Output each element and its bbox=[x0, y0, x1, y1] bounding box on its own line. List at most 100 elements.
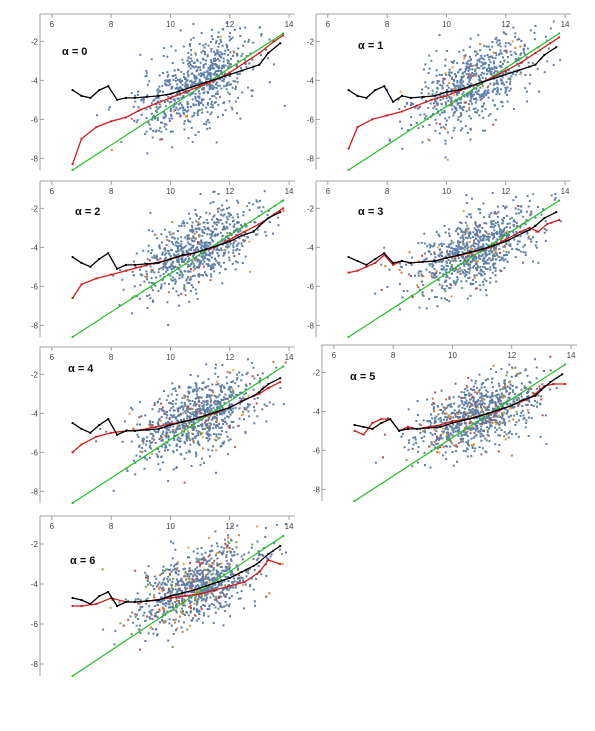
scatter-point bbox=[442, 410, 445, 413]
scatter-point bbox=[494, 401, 497, 403]
scatter-point bbox=[149, 127, 152, 130]
scatter-point bbox=[469, 99, 472, 102]
scatter-point bbox=[451, 426, 454, 429]
scatter-point bbox=[239, 67, 242, 69]
scatter-point bbox=[479, 422, 482, 425]
scatter-point bbox=[471, 425, 474, 428]
scatter-point bbox=[495, 396, 498, 399]
scatter-point bbox=[441, 403, 444, 406]
scatter-point bbox=[479, 400, 482, 403]
scatter-point bbox=[501, 407, 503, 409]
scatter-point bbox=[156, 116, 159, 119]
scatter-point bbox=[474, 68, 477, 71]
scatter-point bbox=[450, 100, 453, 103]
scatter-point bbox=[524, 223, 527, 226]
scatter-point bbox=[177, 294, 180, 297]
scatter-point bbox=[503, 435, 506, 438]
scatter-point bbox=[220, 385, 223, 388]
scatter-point bbox=[476, 400, 479, 403]
scatter-point bbox=[469, 213, 472, 216]
scatter-point bbox=[498, 39, 501, 42]
scatter-point bbox=[170, 100, 173, 103]
scatter-point bbox=[509, 83, 512, 86]
scatter-point bbox=[495, 79, 498, 82]
scatter-point bbox=[172, 106, 175, 109]
scatter-point bbox=[192, 414, 195, 417]
scatter-point bbox=[247, 38, 250, 41]
scatter-point bbox=[484, 267, 487, 270]
scatter-point bbox=[490, 73, 493, 75]
scatter-point bbox=[522, 417, 525, 420]
scatter-point bbox=[208, 259, 211, 262]
scatter-point bbox=[487, 434, 490, 437]
scatter-point bbox=[242, 44, 245, 47]
scatter-point bbox=[163, 122, 166, 125]
scatter-point bbox=[156, 421, 159, 424]
scatter-point bbox=[466, 389, 469, 392]
scatter-point bbox=[174, 280, 177, 283]
scatter-point bbox=[514, 396, 517, 399]
scatter-point bbox=[245, 373, 248, 376]
scatter-point bbox=[430, 421, 433, 424]
scatter-point bbox=[226, 45, 229, 47]
scatter-point bbox=[252, 388, 255, 391]
scatter-point bbox=[212, 73, 215, 76]
scatter-point bbox=[465, 65, 468, 68]
scatter-point bbox=[521, 405, 524, 407]
scatter-point bbox=[464, 396, 467, 399]
scatter-point bbox=[193, 232, 196, 235]
scatter-point bbox=[451, 451, 454, 454]
scatter-point bbox=[201, 253, 204, 256]
black-line-point bbox=[80, 427, 83, 430]
scatter-point bbox=[215, 449, 218, 452]
scatter-point bbox=[462, 62, 465, 65]
scatter-point bbox=[532, 260, 535, 263]
black-line-point bbox=[157, 427, 160, 430]
scatter-point bbox=[445, 298, 448, 301]
scatter-point bbox=[133, 119, 136, 122]
scatter-point bbox=[196, 58, 199, 61]
scatter-point bbox=[131, 296, 134, 299]
scatter-point bbox=[481, 85, 484, 88]
black-line-point bbox=[383, 85, 386, 88]
scatter-point bbox=[458, 404, 461, 407]
scatter-point bbox=[187, 276, 190, 279]
scatter-point bbox=[176, 407, 179, 410]
scatter-point bbox=[465, 399, 468, 402]
scatter-point bbox=[435, 108, 438, 111]
scatter-point bbox=[165, 270, 168, 273]
scatter-point bbox=[131, 312, 134, 315]
red-line-point bbox=[258, 222, 261, 225]
scatter-point bbox=[465, 385, 468, 388]
scatter-point bbox=[170, 86, 173, 89]
scatter-point bbox=[143, 280, 146, 283]
scatter-point bbox=[517, 212, 520, 215]
scatter-point bbox=[504, 258, 507, 261]
scatter-point bbox=[153, 271, 156, 274]
scatter-point bbox=[478, 114, 481, 117]
scatter-point bbox=[165, 433, 168, 435]
scatter-point bbox=[486, 429, 489, 432]
scatter-point bbox=[423, 68, 425, 71]
scatter-point bbox=[485, 439, 488, 442]
scatter-point bbox=[500, 368, 503, 371]
scatter-point bbox=[462, 109, 465, 112]
scatter-point bbox=[529, 29, 532, 32]
scatter-point bbox=[210, 266, 213, 269]
scatter-point bbox=[214, 372, 217, 375]
scatter-point bbox=[194, 426, 197, 429]
scatter-point bbox=[468, 253, 471, 256]
scatter-point bbox=[253, 397, 256, 400]
scatter-point bbox=[471, 68, 474, 71]
scatter-point bbox=[450, 242, 453, 245]
scatter-point bbox=[263, 403, 266, 406]
scatter-point bbox=[241, 52, 244, 55]
scatter-point bbox=[408, 273, 411, 276]
scatter-point bbox=[211, 106, 214, 109]
scatter-point bbox=[464, 275, 467, 278]
scatter-point bbox=[172, 468, 175, 471]
scatter-point bbox=[183, 481, 186, 484]
green-line bbox=[72, 32, 284, 171]
scatter-point bbox=[172, 78, 175, 81]
scatter-point bbox=[260, 388, 263, 390]
